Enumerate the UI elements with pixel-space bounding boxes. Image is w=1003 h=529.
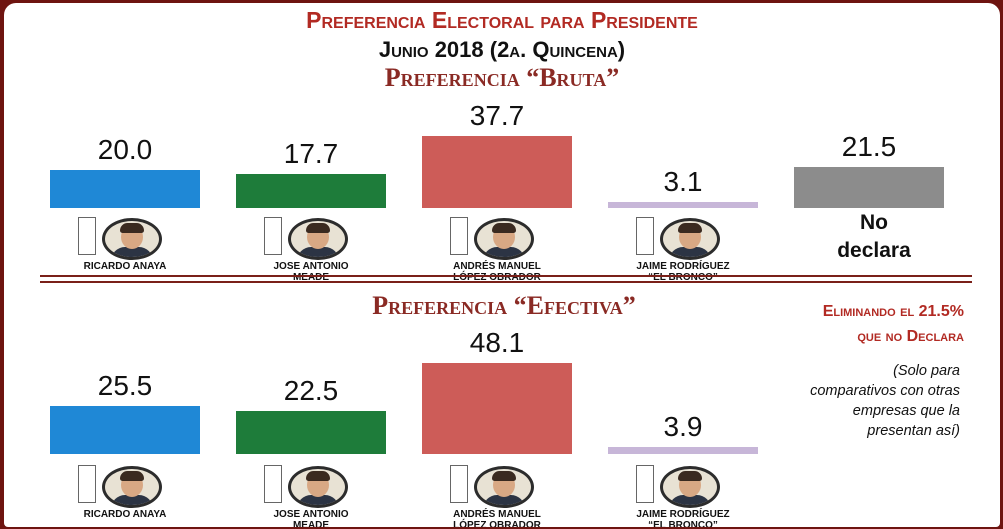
note-body: (Solo para comparativos con otras empres… [754,361,960,441]
candidate-name: JAIME RODRÍGUEZ “EL BRONCO” [636,509,730,527]
note-body-line: empresas que la [852,403,960,419]
bar-anaya [50,405,200,454]
candidate-name: RICARDO ANAYA [83,509,167,520]
candidate-photo [660,466,720,508]
bar-value-label: 3.1 [663,166,703,198]
candidate-name: ANDRÉS MANUEL LÓPEZ OBRADOR [453,261,541,283]
party-logo-icon [450,465,468,503]
section-divider [40,275,972,277]
party-logo-icon [264,465,282,503]
note-body-line: comparativos con otras [810,383,960,399]
date-subtitle: Junio 2018 (2a. Quincena) [378,37,626,62]
bar-value-label: 22.5 [283,375,339,407]
candidate-bronco: JAIME RODRÍGUEZ “EL BRONCO” [608,461,758,527]
note-title-line: que no Declara [857,328,964,345]
party-logo-icon [78,217,96,255]
bar-no-declara [794,167,944,208]
bar-value-label: 37.7 [469,100,525,132]
section-divider [40,281,972,283]
candidate-photo [288,218,348,260]
party-logo-icon [78,465,96,503]
candidate-anaya: RICARDO ANAYA [50,461,200,527]
candidate-name: ANDRÉS MANUEL LÓPEZ OBRADOR [453,509,541,527]
bar-value-label: 3.9 [663,410,703,442]
candidate-amlo: ANDRÉS MANUEL LÓPEZ OBRADOR [422,461,572,527]
candidate-amlo: ANDRÉS MANUEL LÓPEZ OBRADOR [422,213,572,283]
note-body-line: (Solo para [893,363,960,379]
note-title-line: Eliminando el 21.5% [822,303,964,320]
bar-bronco [608,202,758,208]
party-logo-icon [450,217,468,255]
bar-value-label: 17.7 [283,138,339,170]
candidate-meade: JOSE ANTONIO MEADE [236,213,386,283]
chart-title-bruta: Preferencia “Bruta” [384,63,620,92]
main-title: Preferencia Electoral para Presidente [306,7,698,33]
candidate-name: JAIME RODRÍGUEZ “EL BRONCO” [636,261,730,283]
bar-value-label: 25.5 [97,369,153,401]
bar-meade [236,174,386,208]
bar-meade [236,411,386,454]
candidate-meade: JOSE ANTONIO MEADE [236,461,386,527]
no-declara-line: declara [837,239,911,262]
bar-bronco [608,446,758,454]
candidate-photo [660,218,720,260]
bar-value-label: 21.5 [841,131,897,163]
bar-value-label: 48.1 [469,326,525,358]
candidate-photo [474,466,534,508]
bar-amlo [422,136,572,208]
candidate-photo [102,218,162,260]
bar-value-label: 20.0 [97,134,153,165]
bar-anaya [50,170,200,208]
party-logo-icon [264,217,282,255]
candidate-name: JOSE ANTONIO MEADE [273,261,349,283]
candidate-anaya: RICARDO ANAYA [50,213,200,283]
slide: Preferencia Electoral para Presidente Ju… [4,3,1000,527]
candidate-name: RICARDO ANAYA [83,261,167,272]
no-declara-label: No declara [799,209,949,265]
chart-title-efectiva: Preferencia “Efectiva” [372,291,636,320]
candidate-bronco: JAIME RODRÍGUEZ “EL BRONCO” [608,213,758,283]
party-logo-icon [636,465,654,503]
candidate-photo [474,218,534,260]
candidate-name: JOSE ANTONIO MEADE [273,509,349,527]
bar-amlo [422,362,572,454]
party-logo-icon [636,217,654,255]
note-title: Eliminando el 21.5% que no Declara [749,299,964,349]
candidate-photo [102,466,162,508]
note-body-line: presentan así) [867,423,960,439]
candidate-photo [288,466,348,508]
no-declara-line: No [860,211,888,234]
